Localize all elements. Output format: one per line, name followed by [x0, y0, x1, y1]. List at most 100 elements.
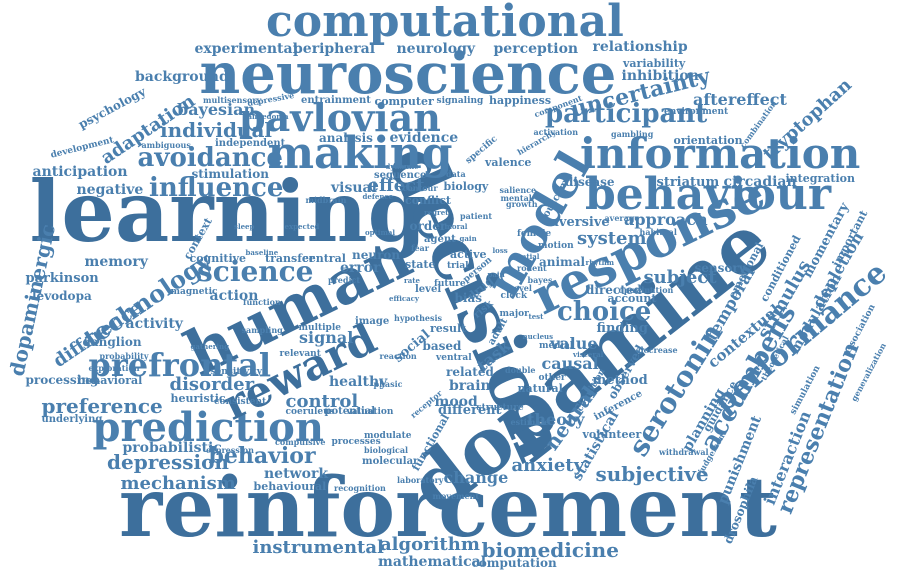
word-medial: medial [539, 340, 574, 351]
word-relevant: relevant [279, 348, 321, 359]
word-gain: gain [459, 233, 477, 243]
word-other: other [538, 372, 566, 383]
word-regret: regret [424, 207, 449, 217]
word-based: based [422, 339, 462, 353]
word-bayes: bayes [527, 275, 553, 285]
word-depression: depression [107, 450, 229, 474]
word-laboratory: laboratory [397, 475, 444, 485]
word-novel: novel [508, 283, 532, 293]
word-coeruleus: coeruleus [285, 406, 335, 417]
word-disease: disease [565, 175, 615, 189]
word-image: image [355, 316, 390, 327]
word-compulsive: compulsive [275, 437, 326, 447]
word-contour: contour [402, 183, 438, 193]
word-prediction: prediction [92, 404, 324, 451]
word-error: error [340, 260, 381, 276]
word-dynamic: dynamic [385, 161, 419, 171]
word-sensitivity: sensitivity [210, 366, 262, 377]
word-multisensory: multisensory [203, 95, 262, 105]
word-environment: environment [664, 106, 729, 117]
word-learning: learning [29, 162, 427, 261]
word-information: information [580, 129, 861, 178]
word-method: method [592, 372, 648, 388]
word-behavioural: behavioural [253, 479, 327, 493]
word-influence: influence [149, 173, 284, 203]
word-underlying: underlying [41, 414, 103, 425]
word-expected: expected [284, 221, 320, 231]
word-anticipation: anticipation [32, 164, 128, 180]
word-sequence: sequence [374, 170, 427, 181]
word-making: making [267, 128, 453, 179]
word-biology: biology [443, 179, 489, 193]
word-mechanism: mechanism [120, 473, 236, 494]
word-movement: movement [432, 491, 480, 501]
word-memory: memory [84, 254, 148, 270]
word-efficacy: efficacy [389, 293, 419, 303]
word-neuroscience: neuroscience [199, 41, 617, 107]
word-ventral: ventral [436, 352, 472, 363]
word-relationship: relationship [592, 39, 688, 55]
word-loss: loss [492, 245, 508, 255]
word-account: account [607, 291, 657, 305]
word-magnetic: magnetic [170, 286, 218, 297]
word-network: network [264, 466, 329, 482]
word-conflict: conflict [405, 193, 451, 207]
word-modulate: modulate [364, 430, 412, 441]
word-change: change [443, 468, 509, 487]
word-finding: finding [596, 320, 648, 336]
word-parkinson: parkinson [25, 270, 99, 286]
word-bias: bias [454, 291, 482, 305]
word-anhedonia: anhedonia [247, 111, 289, 121]
word-biological: biological [364, 445, 409, 455]
word-processes: processes [331, 436, 381, 447]
word-optimal: optimal [365, 227, 396, 237]
word-probability: probability [99, 351, 149, 361]
word-experimental: experimental [194, 41, 298, 57]
word-cognitive: cognitive [189, 251, 247, 265]
word-related: related [446, 365, 494, 379]
word-negative: negative [76, 182, 144, 198]
word-ambiguous: ambiguous [141, 140, 191, 150]
word-aversive: aversive [550, 214, 610, 230]
word-biomedicine: biomedicine [481, 538, 619, 562]
word-behavioral: behavioral [77, 373, 143, 387]
word-reinforcement: reinforcement [119, 460, 777, 556]
word-reaction: reaction [379, 351, 417, 361]
word-transfer: transfer [265, 251, 315, 265]
word-patient: patient [460, 211, 493, 221]
word-valence: valence [485, 155, 532, 169]
word-striatum: striatum [656, 174, 720, 190]
word-activation: activation [533, 127, 579, 137]
word-choice: choice [557, 297, 652, 327]
word-inhibition: inhibition [621, 68, 699, 84]
word-happiness: happiness [489, 93, 552, 107]
word-avoidance: avoidance [137, 143, 283, 173]
word-sampling: sampling [241, 325, 283, 335]
word-midbrain: midbrain [305, 195, 347, 205]
word-pain: pain [487, 269, 505, 279]
word-computation: computation [471, 556, 557, 570]
word-sensory: sensory [694, 261, 746, 275]
word-rhythm: rhythm [585, 257, 615, 267]
word-directed: directed [586, 283, 642, 297]
word-brain: brain [449, 378, 491, 394]
word-preference: preference [41, 394, 163, 418]
word-variability: variability [623, 56, 686, 70]
word-ganglion: ganglion [82, 335, 142, 349]
word-animal: animal [539, 255, 586, 269]
word-estimate: estimate [510, 417, 550, 427]
word-major: major [499, 308, 529, 319]
word-signal: signal [299, 328, 354, 347]
word-multiple: multiple [298, 322, 342, 333]
word-orientation: orientation [673, 133, 743, 147]
word-future: future [434, 278, 466, 289]
word-bayesian: bayesian [177, 100, 256, 119]
word-value: value [550, 334, 598, 353]
word-female: female [517, 228, 552, 239]
word-decrease: decrease [638, 345, 678, 355]
word-peripheral: peripheral [293, 41, 376, 57]
word-withdrawal: withdrawal [659, 447, 709, 457]
word-structure: structure [476, 402, 524, 413]
word-evidence: evidence [389, 130, 459, 146]
word-processing: processing [25, 373, 99, 387]
